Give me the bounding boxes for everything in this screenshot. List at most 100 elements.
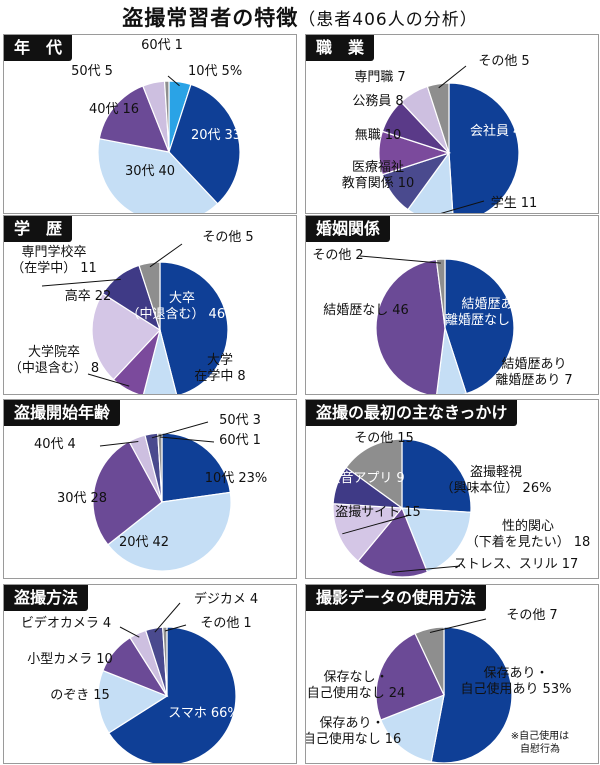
slice-label: 40代 4 (34, 437, 76, 452)
panel-title: 年 代 (4, 35, 73, 61)
slice-label: 保存あり・自己使用なし 16 (306, 716, 401, 747)
leader-line (429, 618, 487, 633)
slice-label: 学生 11 (491, 195, 538, 211)
slice-label: 大学在学中 8 (194, 352, 245, 384)
slice-label: その他 5 (202, 230, 253, 245)
leader-line (440, 200, 485, 213)
slice-label: 40代 16 (89, 102, 139, 117)
leader-line (87, 373, 130, 387)
slice-label: 無職 10 (355, 128, 402, 143)
slice-label: 10代 5% (188, 64, 242, 79)
pie-slice (107, 626, 237, 763)
slice-label: 60代 1 (219, 433, 261, 448)
chart-note: ※自己使用は自慰行為 (511, 729, 569, 755)
pie-slice (168, 83, 241, 205)
panel-title: 職 業 (306, 35, 375, 61)
pie-chart: 保存あり・自己使用あり 53% 保存あり・自己使用なし 16 保存なし・自己使用なし 24… (306, 608, 571, 763)
panel-title: 盗撮開始年齢 (4, 400, 121, 426)
pie-slice (426, 82, 450, 154)
leader-line (119, 626, 140, 638)
slice-label: 高卒 22 (65, 288, 112, 304)
panel-marital: 婚姻関係 結婚歴あり離婚歴なし 45% 結婚歴あり離婚歴あり 7 結婚歴なし 46 その他 2 (305, 215, 599, 395)
pie-chart: 会社員 49% 学生 11 医療福祉教育関係 10 無職 10 公務員 8 専門職 7 その他 5 (342, 54, 542, 213)
slice-label: 30代 28 (57, 491, 107, 506)
pie-chart: 盗撮軽視（興味本位） 26% 性的関心（下着を見たい） 18 ストレス、スリル 17 盗撮サ… (327, 431, 591, 578)
pie-slice (430, 626, 513, 763)
slice-label: 盗撮サイト 15 (335, 504, 421, 520)
slice-label: ビデオカメラ 4 (21, 615, 111, 631)
leader-line (164, 624, 187, 632)
slice-label: 盗撮軽視（興味本位） 26% (441, 464, 552, 496)
page-subtitle: （患者406人の分析） (298, 10, 478, 30)
panel-title: 盗撮方法 (4, 585, 89, 611)
slice-label: 保存なし・自己使用なし 24 (307, 670, 406, 701)
panel-title: 学 歴 (4, 216, 73, 242)
panel-title: 撮影データの使用方法 (306, 585, 487, 611)
slice-label: 60代 1 (141, 38, 183, 53)
page-title: 盗撮常習者の特徴（患者406人の分析） (0, 2, 600, 32)
slice-label: 専門学校卒（在学中） 11 (11, 244, 97, 276)
pie-slice (97, 669, 169, 734)
slice-label: 性的関心（下着を見たい） 18 (466, 518, 591, 550)
pie-slice (375, 258, 446, 394)
slice-label: 公務員 8 (352, 94, 403, 109)
slice-label: その他 5 (478, 54, 529, 69)
pie-slice (357, 506, 429, 578)
pie-slice (401, 507, 472, 573)
pie-slice (138, 261, 161, 331)
leader-line (99, 441, 139, 447)
panel-data-usage: 撮影データの使用方法 保存あり・自己使用あり 53% 保存あり・自己使用なし 16 保存… (305, 584, 599, 764)
leader-line (391, 565, 461, 573)
pie-slice (436, 327, 468, 394)
leader-line (154, 602, 181, 633)
slice-label: 10代 23% (205, 471, 267, 486)
pie-slice (375, 632, 445, 721)
panel-trigger: 盗撮の最初の主なきっかけ 盗撮軽視（興味本位） 26% 性的関心（下着を見たい） 18… (305, 399, 599, 579)
panel-title: 盗撮の最初の主なきっかけ (306, 400, 518, 426)
pie-slice (448, 82, 520, 213)
pie-slice (163, 80, 170, 153)
pie-slice (107, 491, 232, 572)
slice-label: 結婚歴あり離婚歴あり 7 (495, 357, 572, 388)
slice-label: 50代 5 (71, 64, 113, 79)
leader-line (359, 255, 441, 264)
slice-label: 30代 40 (125, 164, 175, 179)
pie-slice (345, 438, 403, 510)
pie-chart: 結婚歴あり離婚歴なし 45% 結婚歴あり離婚歴あり 7 結婚歴なし 46 その他 2 (312, 248, 573, 394)
pie-chart: スマホ 66% のぞき 15 小型カメラ 10 ビデオカメラ 4 デジカメ 4 その他 1 (21, 591, 258, 763)
leader-line (438, 65, 467, 89)
slice-label: 20代 33 (191, 128, 241, 143)
panel-start-age: 盗撮開始年齢 10代 23% 20代 42 30代 28 40代 4 50代 3 60代 1 (3, 399, 297, 579)
pie-slice (92, 440, 163, 546)
slice-label: 専門職 7 (354, 70, 405, 85)
page-title-main: 盗撮常習者の特徴 (122, 6, 299, 30)
leader-line (342, 514, 411, 535)
slice-label: 医療福祉教育関係 10 (342, 160, 415, 191)
panel-age: 年 代 10代 5% 20代 33 30代 40 40代 16 50代 5 60代 1 (3, 34, 297, 214)
pie-slice (332, 503, 404, 563)
pie-slice (414, 626, 445, 696)
slice-label: 無音アプリ 9 (327, 470, 404, 486)
slice-label: その他 2 (312, 248, 363, 263)
pie-slice (142, 329, 178, 394)
slice-label: 小型カメラ 10 (27, 652, 113, 667)
pie-slice (162, 626, 168, 697)
pie-chart: 10代 23% 20代 42 30代 28 40代 4 50代 3 60代 1 (34, 413, 267, 572)
pie-slice (157, 432, 163, 503)
leader-line (41, 278, 121, 287)
slice-label: 大学院卒（中退含む） 8 (9, 344, 99, 376)
pie-chart: 10代 5% 20代 33 30代 40 40代 16 50代 5 60代 1 (71, 38, 242, 213)
pie-slice (97, 137, 219, 213)
slice-label: その他 1 (200, 616, 251, 631)
slice-label: その他 7 (506, 608, 557, 623)
pie-slice (159, 261, 229, 394)
leader-line (149, 243, 183, 268)
slice-label: 50代 3 (219, 413, 261, 428)
pie-slice (91, 292, 161, 381)
pie-slice (444, 258, 515, 394)
leader-line (167, 75, 180, 87)
panel-occupation: 職 業 会社員 49% 学生 11 医療福祉教育関係 10 無職 10 公務員 8 専門職 7 その他 5 (305, 34, 599, 214)
slice-label: 大卒（中退含む） 46% (127, 291, 238, 322)
slice-label: デジカメ 4 (194, 591, 258, 607)
leader-line (151, 421, 209, 439)
